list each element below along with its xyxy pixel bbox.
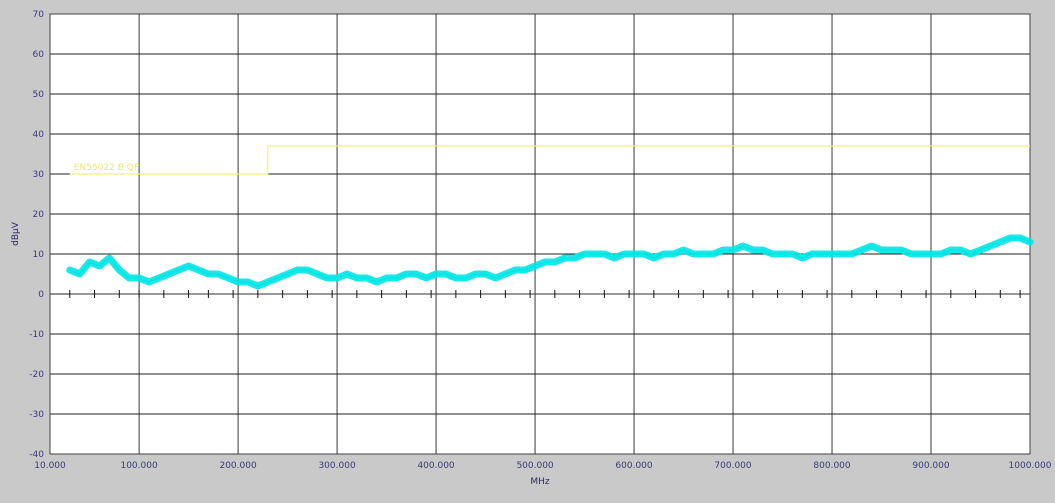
limit-line-label: EN55022 B QP [74,163,140,173]
x-tick-label: 600.000 [615,461,652,471]
marker-row [69,290,1030,298]
y-tick-label: -40 [29,450,44,460]
y-tick-label: -20 [29,370,44,380]
y-tick-label: 0 [38,290,44,300]
x-tick-label: 800.000 [813,461,850,471]
x-tick-label: 200.000 [219,461,256,471]
plot-area [49,13,1031,455]
y-tick-label: -10 [29,330,44,340]
x-tick-labels: 10.000 100.000 200.000 300.000 400.000 500.00… [34,461,1051,471]
x-axis-title: MHz [530,477,550,487]
series-line [69,237,1031,287]
y-tick-label: 70 [33,10,45,20]
y-tick-label: 30 [33,170,45,180]
x-tick-label: 100.000 [120,461,157,471]
x-tick-label: 10.000 [34,461,66,471]
x-tick-label: 300.000 [318,461,355,471]
y-tick-label: 20 [33,210,45,220]
grid [50,14,1030,454]
x-tick-label: 700.000 [714,461,751,471]
series-group [66,234,1034,290]
limit-line-group: EN55022 B QP [69,145,1030,175]
x-tick-label: 500.000 [516,461,553,471]
x-tick-label: 400.000 [417,461,454,471]
y-axis-title: dBµV [11,221,21,246]
y-tick-labels: 70 60 50 40 30 20 10 0 -10 -20 -30 -40 [29,10,44,460]
y-tick-label: 50 [33,90,45,100]
x-tick-label: 900.000 [912,461,949,471]
y-tick-label: 10 [33,250,45,260]
y-tick-label: -30 [29,410,44,420]
x-tick-label: 1000.000 [1009,461,1052,471]
y-tick-label: 40 [33,130,45,140]
y-tick-label: 60 [33,50,45,60]
limit-line [69,145,1030,175]
